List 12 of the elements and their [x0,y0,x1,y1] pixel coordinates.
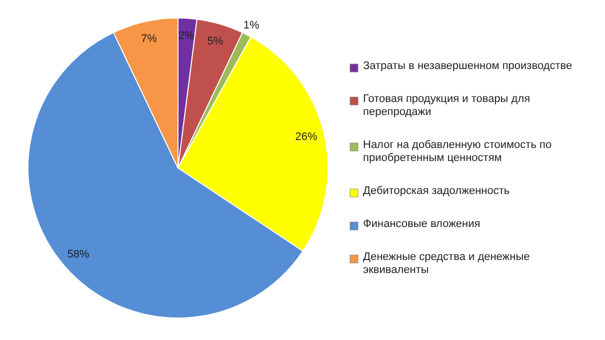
legend-label: Финансовые вложения [363,218,480,230]
data-label: 58% [67,248,90,260]
legend-label: Готовая продукция и товары для перепродажи [363,93,530,118]
data-label: 5% [207,35,224,48]
legend-label: Денежные средства и денежные эквиваленты [363,251,530,276]
data-label: 26% [295,130,318,143]
legend-label: Налог на добавленную стоимость по приобретенным ценностям [363,139,552,164]
data-label: 2% [178,30,195,42]
legend-label: Затраты в незавершенном производстве [363,60,572,72]
legend-label: Дебиторская задолженность [363,185,510,198]
data-label: 7% [140,33,158,46]
data-label: 1% [243,20,260,32]
